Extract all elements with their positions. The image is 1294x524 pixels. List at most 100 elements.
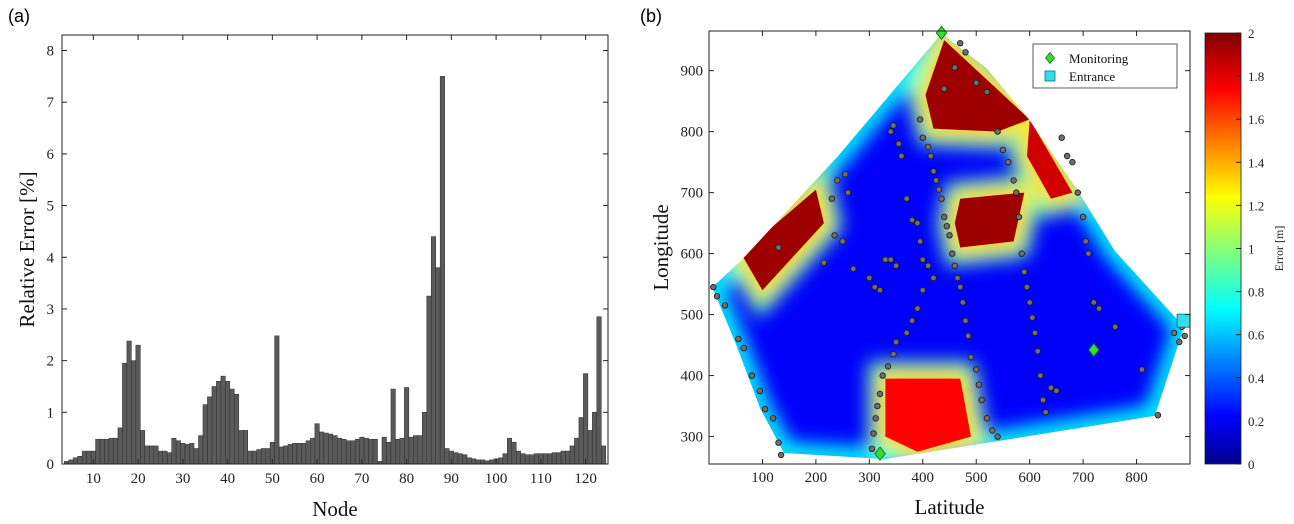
colorbar-tick-label: 0.2 <box>1248 414 1264 429</box>
bar-series <box>63 76 607 465</box>
bar-node-57 <box>301 443 307 465</box>
bar-node-123 <box>596 316 602 465</box>
bar-node-104 <box>511 442 517 465</box>
bar-node-69 <box>354 438 360 465</box>
bar-node-28 <box>171 437 177 465</box>
y-tick-label: 0 <box>47 457 55 473</box>
bar-node-22 <box>144 445 150 465</box>
y-tick-label: 1 <box>47 405 55 421</box>
monitoring-marker <box>1088 342 1100 358</box>
hull-outline <box>710 31 1186 461</box>
y-tick-label: 300 <box>681 430 704 446</box>
x-tick-label: 20 <box>131 471 146 487</box>
bar-node-103 <box>507 437 513 465</box>
bar-node-77 <box>390 388 396 465</box>
bar-node-83 <box>417 435 423 465</box>
bar-node-9 <box>86 450 92 465</box>
x-tick-label: 40 <box>220 471 235 487</box>
bar-node-34 <box>198 435 204 465</box>
error-map-panel: (b) 100 200 300 400 500 600 700 800 300 400 500 600… <box>640 6 1286 519</box>
bar-node-16 <box>117 427 123 465</box>
node-point <box>756 387 763 394</box>
bar-node-17 <box>122 362 128 465</box>
node-point <box>1034 348 1041 355</box>
bar-node-49 <box>265 448 271 465</box>
node-point <box>943 222 950 230</box>
x-tick-label: 100 <box>751 470 774 486</box>
node-point <box>1013 189 1020 196</box>
bar-node-13 <box>104 438 110 465</box>
colorbar-tick-label: 1.6 <box>1248 112 1265 127</box>
node-point <box>924 143 932 151</box>
node-point <box>775 244 782 251</box>
bar-node-72 <box>368 438 374 465</box>
node-point <box>957 283 964 291</box>
y-tick-label: 6 <box>47 147 55 163</box>
colorbar-tick-label: 1 <box>1248 242 1255 257</box>
colorbar-tick-label: 1.2 <box>1248 198 1264 213</box>
node-point <box>1039 396 1047 404</box>
bar-node-78 <box>395 438 401 465</box>
node-point <box>932 177 940 184</box>
bar-node-93 <box>462 454 468 465</box>
x-tick-label: 700 <box>1072 470 1095 486</box>
node-point <box>946 232 953 239</box>
node-point <box>1085 250 1092 257</box>
node-point <box>834 177 841 184</box>
bar-node-31 <box>184 444 190 465</box>
colorbar-gradient <box>1204 32 1242 465</box>
node-point <box>957 40 964 47</box>
bar-node-114 <box>556 452 562 465</box>
node-point <box>876 287 884 294</box>
node-point <box>989 427 996 434</box>
bar-node-119 <box>578 417 584 465</box>
bar-node-7 <box>77 456 83 465</box>
node-point <box>1018 250 1025 257</box>
node-point <box>1029 314 1036 321</box>
node-point <box>1053 387 1060 394</box>
bar-node-91 <box>453 452 459 465</box>
node-point <box>962 49 969 56</box>
node-point <box>866 274 873 282</box>
colorbar-tick-label: 0.6 <box>1248 328 1265 343</box>
bar-node-76 <box>386 442 392 465</box>
x-tick-label: 90 <box>444 471 459 487</box>
bar-node-46 <box>251 450 257 465</box>
node-point <box>967 354 975 361</box>
bar-node-5 <box>68 459 74 465</box>
y-tick-label: 3 <box>47 302 55 318</box>
colorbar-tick-label: 0.8 <box>1248 285 1264 300</box>
hot-region-1 <box>1027 119 1073 199</box>
node-point <box>775 439 782 446</box>
bar-node-105 <box>516 450 521 465</box>
x-tick-label: 10 <box>86 471 101 487</box>
bar-node-38 <box>216 381 222 465</box>
bar-node-43 <box>238 430 244 465</box>
bar-node-84 <box>422 412 427 465</box>
bar-node-45 <box>247 450 253 465</box>
bar-node-82 <box>413 435 419 465</box>
node-point <box>842 171 849 178</box>
node-point <box>887 256 894 263</box>
node-point <box>1090 299 1097 306</box>
bar-node-15 <box>113 437 119 465</box>
node-point <box>1031 329 1039 337</box>
node-point <box>1063 152 1071 160</box>
colorbar-tick-label: 0 <box>1248 457 1255 472</box>
colorbar-tick-label: 0.4 <box>1248 371 1265 386</box>
bar-node-11 <box>95 438 101 465</box>
legend-box <box>1032 43 1178 89</box>
bar-node-73 <box>372 438 378 465</box>
node-point <box>820 259 828 266</box>
hot-region-3 <box>741 189 824 291</box>
bar-node-81 <box>408 436 414 465</box>
node-point <box>1058 134 1065 141</box>
node-point <box>914 305 921 312</box>
node-point <box>916 116 924 123</box>
bar-node-6 <box>72 457 78 465</box>
bar-node-20 <box>135 344 141 465</box>
x-axis-title-a: Node <box>312 497 358 521</box>
bar-node-86 <box>430 236 436 465</box>
hot-region-0 <box>925 40 1030 132</box>
